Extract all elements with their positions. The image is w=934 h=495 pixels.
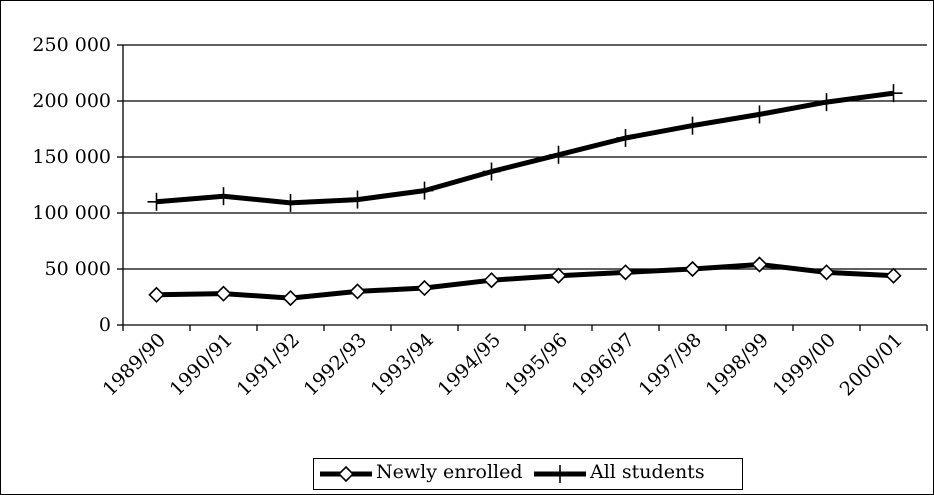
gridlines — [123, 44, 927, 270]
legend-label-all-students: All students — [590, 461, 705, 483]
series — [147, 84, 903, 307]
data-point-plus — [482, 162, 501, 181]
data-point-plus — [683, 116, 702, 135]
series-line-0 — [156, 262, 894, 301]
x-tick-label: 1999/00 — [769, 329, 840, 400]
data-point-plus — [549, 145, 568, 164]
y-tick-label: 100 000 — [32, 202, 111, 224]
data-point-diamond — [349, 283, 366, 300]
x-tick-label: 1995/96 — [501, 329, 572, 400]
x-tick-label: 1997/98 — [635, 329, 706, 400]
data-point-diamond — [148, 286, 165, 303]
x-tick-label: 1998/99 — [702, 329, 773, 400]
data-point-plus — [281, 193, 300, 212]
legend: Newly enrolled All students — [313, 458, 743, 490]
legend-swatch-all-students — [534, 465, 586, 483]
data-point-plus — [884, 84, 903, 103]
y-tick-label: 50 000 — [45, 258, 111, 280]
data-point-plus — [750, 105, 769, 124]
series-line-1 — [156, 90, 894, 206]
x-tick-label: 1994/95 — [434, 329, 505, 400]
data-point-plus — [147, 192, 166, 211]
x-tick-labels: 1989/901990/911991/921992/931993/941994/… — [99, 329, 907, 400]
x-tick-label: 1992/93 — [300, 329, 371, 400]
data-point-diamond — [818, 264, 835, 281]
x-tick-label: 1996/97 — [568, 329, 639, 400]
legend-label-newly-enrolled: Newly enrolled — [376, 461, 523, 483]
data-point-diamond — [751, 256, 768, 273]
data-point-diamond — [416, 279, 433, 297]
axes — [117, 44, 928, 331]
data-point-diamond — [885, 267, 902, 284]
legend-swatch-newly-enrolled — [320, 465, 372, 483]
y-tick-label: 150 000 — [32, 146, 111, 168]
data-point-diamond — [282, 289, 299, 307]
y-tick-label: 0 — [99, 314, 111, 336]
data-point-plus — [214, 187, 233, 206]
x-tick-label: 1989/90 — [99, 329, 170, 400]
y-tick-label: 250 000 — [32, 34, 111, 56]
data-point-plus — [817, 93, 836, 112]
data-point-diamond — [617, 264, 634, 281]
data-point-diamond — [550, 267, 567, 284]
y-tick-labels: 0 50 000 100 000 150 000 200 000 250 000 — [32, 34, 111, 336]
data-point-plus — [415, 181, 434, 200]
data-point-diamond — [483, 272, 500, 289]
x-tick-label: 2000/01 — [836, 329, 907, 400]
x-tick-label: 1990/91 — [166, 329, 237, 400]
x-tick-label: 1991/92 — [233, 329, 304, 400]
data-point-plus — [616, 128, 635, 147]
x-tick-label: 1993/94 — [367, 329, 438, 400]
data-point-diamond — [215, 285, 232, 302]
y-tick-label: 200 000 — [32, 90, 111, 112]
data-point-plus — [348, 190, 367, 209]
data-point-diamond — [684, 260, 701, 278]
